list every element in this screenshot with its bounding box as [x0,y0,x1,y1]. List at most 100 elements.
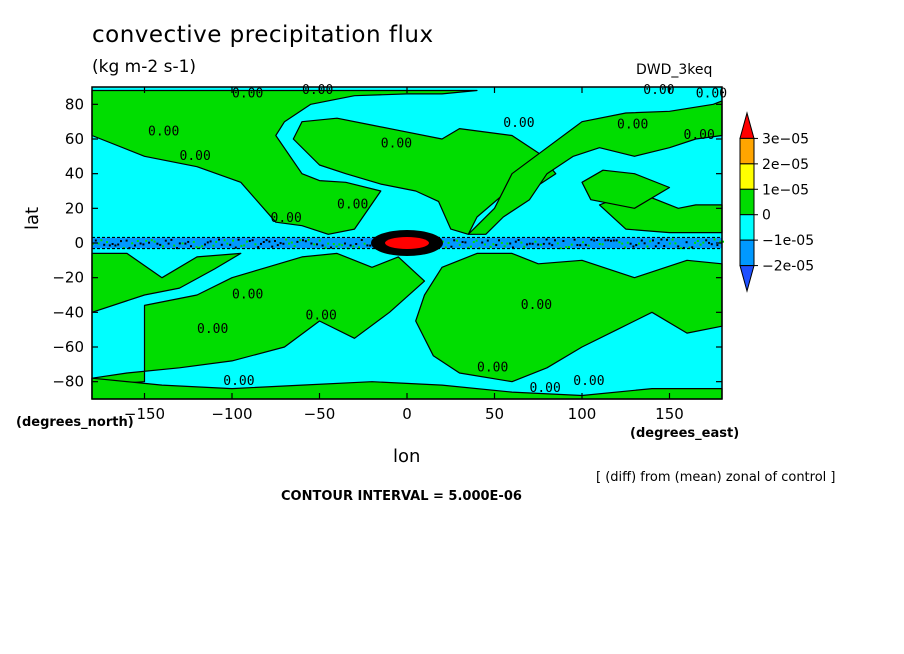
colorbar-top-arrow [739,111,755,139]
colorbar-label: 3e−05 [762,131,809,147]
band-speckle [638,242,640,245]
contour-label: 0.00 [337,197,368,212]
band-speckle [257,246,260,249]
band-speckle [94,239,97,242]
band-speckle [666,238,668,241]
band-speckle [232,239,234,242]
band-speckle [657,242,660,245]
band-speckle [153,240,156,243]
band-speckle [643,242,646,245]
band-speckle [646,245,649,248]
band-speckle [344,242,346,245]
band-speckle [626,241,629,244]
band-speckle [554,239,556,242]
band-speckle [663,245,666,247]
band-speckle [229,243,232,246]
band-speckle [486,239,489,242]
band-speckle [629,242,632,245]
band-speckle [671,238,674,241]
band-speckle [184,242,187,245]
band-speckle [355,243,358,245]
contour-label: 0.00 [573,374,604,389]
band-speckle [584,243,587,246]
band-speckle [254,243,257,246]
band-speckle [523,245,526,248]
band-speckle [302,239,304,242]
band-speckle [610,239,612,242]
band-speckle [181,242,184,245]
band-speckle [489,245,492,248]
band-speckle [570,243,573,246]
band-speckle [503,245,506,248]
colorbar-segment [739,163,755,190]
positive-region-4 [581,169,671,209]
band-speckle [299,239,302,242]
band-speckle [652,239,654,242]
colorbar-label: 2e−05 [762,157,809,173]
band-speckle [226,242,229,245]
band-speckle [134,244,136,247]
y-axis-units: (degrees_north) [16,415,134,430]
contour-label: 0.00 [180,149,211,164]
contour-interval: CONTOUR INTERVAL = 5.000E-06 [281,489,522,504]
band-speckle [170,238,173,241]
x-tick-label: 0 [402,405,412,423]
band-speckle [358,246,360,249]
band-speckle [596,239,598,241]
band-speckle [268,240,271,243]
band-speckle [142,243,145,246]
x-tick-label: 50 [485,405,504,423]
band-speckle [215,240,218,243]
band-speckle [282,242,285,245]
band-speckle [206,241,209,244]
contour-label: 0.00 [148,125,179,140]
contour-label: 0.00 [617,118,648,133]
band-speckle [209,240,212,243]
band-speckle [290,241,293,244]
chart-title: convective precipitation flux [92,22,434,48]
band-speckle [528,242,531,245]
band-speckle [327,242,330,245]
colorbar-label: −2e-05 [762,259,814,275]
band-speckle [442,240,444,243]
band-speckle [201,245,204,248]
band-speckle [506,242,509,245]
band-speckle [212,244,215,247]
contour-field: 0.00 0.000.00 0.000.00 0.000.000.000.000.00… [91,83,727,400]
y-tick-label: 0 [74,234,84,252]
y-tick-label: 20 [65,199,84,217]
band-speckle [173,244,176,247]
contour-label: 0.00 [232,287,263,302]
y-tick-label: −40 [52,303,84,321]
colorbar-segment [739,137,755,165]
band-speckle [590,238,593,241]
band-speckle [248,240,251,242]
band-speckle [674,242,677,245]
contour-label: 0.00 [223,374,254,389]
contour-label: 0.00 [521,298,552,313]
band-speckle [453,239,456,242]
band-speckle [204,243,206,246]
band-speckle [243,244,246,247]
contour-label: 0.00 [503,116,534,131]
band-speckle [192,240,195,243]
band-speckle [178,242,181,245]
band-speckle [481,241,484,244]
band-speckle [190,245,192,248]
positive-region-2 [467,100,723,235]
band-speckle [167,242,170,245]
band-speckle [621,242,624,245]
band-speckle [649,240,652,243]
chart-units: (kg m-2 s-1) [92,57,197,77]
colorbar-label: 0 [762,208,771,224]
band-speckle [601,243,604,246]
band-speckle [624,246,626,249]
band-speckle [260,242,262,245]
band-speckle [710,243,713,246]
band-speckle [444,246,447,249]
band-speckle [369,244,372,247]
band-speckle [156,242,159,245]
band-speckle [576,244,579,246]
band-speckle [103,243,106,246]
band-speckle [632,245,635,248]
